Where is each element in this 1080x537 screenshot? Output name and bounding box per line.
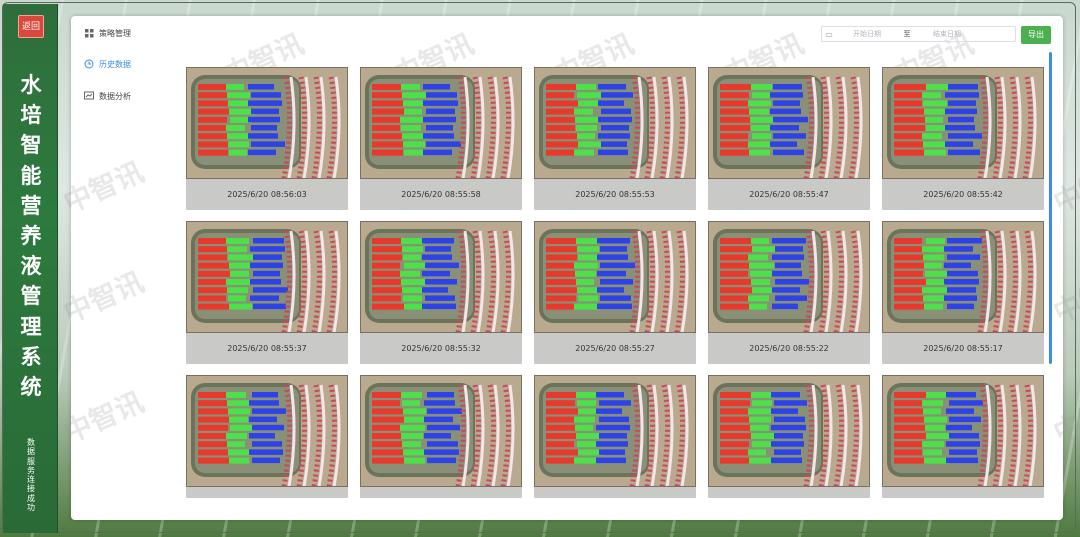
- history-icon: [83, 58, 95, 70]
- back-button[interactable]: 返回: [18, 15, 44, 38]
- chart-icon: [83, 90, 95, 102]
- watermark-text: 中智讯: [58, 265, 149, 330]
- record-thumbnail[interactable]: [186, 375, 348, 487]
- watermark-text: 中智讯: [58, 385, 149, 450]
- crop-detection-image-svg: [360, 221, 522, 333]
- record-thumbnail[interactable]: [882, 221, 1044, 333]
- range-separator: 至: [903, 30, 911, 38]
- history-record-card[interactable]: 2025/6/20 08:55:27: [534, 221, 696, 364]
- record-timestamp: 2025/6/20 08:55:17: [923, 344, 1003, 353]
- record-thumbnail[interactable]: [534, 375, 696, 487]
- crop-detection-image-svg: [882, 375, 1044, 487]
- status-char: 服: [27, 456, 35, 466]
- menu-label: 策略管理: [99, 28, 131, 38]
- status-char: 成: [27, 493, 35, 503]
- record-timestamp: 2025/6/20 08:55:42: [923, 190, 1003, 199]
- title-char: 系: [20, 344, 42, 369]
- record-thumbnail[interactable]: [360, 375, 522, 487]
- crop-detection-image-svg: [534, 67, 696, 179]
- crop-detection-image-svg: [186, 67, 348, 179]
- history-record-card[interactable]: 2025/6/20 08:55:17: [882, 221, 1044, 364]
- record-thumbnail[interactable]: [534, 67, 696, 179]
- history-record-card[interactable]: 2025/6/20 08:55:53: [534, 67, 696, 210]
- crop-detection-image-svg: [882, 67, 1044, 179]
- menu-label: 历史数据: [99, 59, 131, 69]
- crop-detection-image-svg: [534, 221, 696, 333]
- crop-detection-image-svg: [708, 221, 870, 333]
- history-record-card[interactable]: 2025/6/20 08:56:03: [186, 67, 348, 210]
- record-timestamp: 2025/6/20 08:55:58: [401, 190, 481, 199]
- history-record-card[interactable]: 2025/6/20 08:55:22: [708, 221, 870, 364]
- title-char: 管: [20, 284, 42, 309]
- crop-detection-image-svg: [360, 67, 522, 179]
- crop-detection-image-svg: [186, 375, 348, 487]
- scrollbar[interactable]: [1049, 52, 1052, 364]
- record-thumbnail[interactable]: [708, 375, 870, 487]
- record-thumbnail[interactable]: [360, 67, 522, 179]
- title-char: 养: [20, 224, 42, 249]
- calendar-icon: ▭: [825, 29, 833, 39]
- crop-detection-image-svg: [534, 375, 696, 487]
- app-title: 水培智能营养液管理系统: [3, 70, 59, 402]
- connection-status: 数据服务连接成功: [24, 438, 38, 512]
- record-thumbnail[interactable]: [186, 67, 348, 179]
- record-thumbnail[interactable]: [882, 375, 1044, 487]
- history-record-card[interactable]: 2025/6/20 08:55:47: [708, 67, 870, 210]
- status-char: 连: [27, 475, 35, 485]
- side-rail: 返回 水培智能营养液管理系统 数据服务连接成功: [3, 4, 58, 533]
- history-record-card[interactable]: 2025/6/20 08:55:32: [360, 221, 522, 364]
- status-char: 务: [27, 465, 35, 475]
- record-thumbnail[interactable]: [708, 67, 870, 179]
- status-char: 接: [27, 484, 35, 494]
- title-char: 统: [20, 375, 42, 400]
- status-char: 数: [27, 438, 35, 447]
- history-record-card[interactable]: [882, 375, 1044, 498]
- record-timestamp: 2025/6/20 08:55:47: [749, 190, 829, 199]
- menu-item-strategy[interactable]: 策略管理: [83, 26, 131, 40]
- title-char: 能: [20, 163, 42, 188]
- title-char: 液: [20, 254, 42, 279]
- title-char: 营: [20, 193, 42, 218]
- history-record-card[interactable]: [708, 375, 870, 498]
- title-char: 智: [20, 133, 42, 158]
- record-timestamp: 2025/6/20 08:55:53: [575, 190, 655, 199]
- history-record-card[interactable]: [186, 375, 348, 498]
- grid-icon: [83, 27, 95, 39]
- record-timestamp: 2025/6/20 08:55:27: [575, 344, 655, 353]
- record-thumbnail[interactable]: [708, 221, 870, 333]
- record-timestamp: 2025/6/20 08:56:03: [227, 190, 307, 199]
- record-timestamp: 2025/6/20 08:55:32: [401, 344, 481, 353]
- title-char: 理: [20, 314, 42, 339]
- start-date-input[interactable]: 开始日期: [853, 30, 881, 38]
- crop-detection-image-svg: [186, 221, 348, 333]
- record-thumbnail[interactable]: [882, 67, 1044, 179]
- status-char: 功: [27, 503, 35, 513]
- export-button[interactable]: 导出: [1021, 26, 1051, 44]
- menu-label: 数据分析: [99, 91, 131, 101]
- history-record-card[interactable]: [360, 375, 522, 498]
- title-char: 水: [20, 73, 42, 97]
- record-thumbnail[interactable]: [360, 221, 522, 333]
- status-char: 据: [27, 447, 35, 457]
- history-record-card[interactable]: 2025/6/20 08:55:42: [882, 67, 1044, 210]
- title-char: 培: [20, 103, 42, 128]
- main-card: 中智讯中智讯中智讯中智讯中智讯中智讯中智讯中智讯中智讯中智讯中智讯中智讯中智讯中…: [59, 16, 1080, 520]
- crop-detection-image-svg: [882, 221, 1044, 333]
- history-record-card[interactable]: 2025/6/20 08:55:58: [360, 67, 522, 210]
- crop-detection-image-svg: [708, 67, 870, 179]
- record-thumbnail[interactable]: [534, 221, 696, 333]
- menu-item-history[interactable]: 历史数据: [83, 57, 131, 71]
- record-thumbnail[interactable]: [186, 221, 348, 333]
- menu-item-analysis[interactable]: 数据分析: [83, 89, 131, 103]
- record-timestamp: 2025/6/20 08:55:37: [227, 344, 307, 353]
- crop-detection-image-svg: [708, 375, 870, 487]
- crop-detection-image-svg: [360, 375, 522, 487]
- history-record-card[interactable]: [534, 375, 696, 498]
- date-range-picker[interactable]: ▭ 开始日期 至 结束日期: [821, 26, 1016, 42]
- end-date-input[interactable]: 结束日期: [933, 30, 961, 38]
- record-timestamp: 2025/6/20 08:55:22: [749, 344, 829, 353]
- watermark-text: 中智讯: [58, 155, 149, 220]
- history-record-card[interactable]: 2025/6/20 08:55:37: [186, 221, 348, 364]
